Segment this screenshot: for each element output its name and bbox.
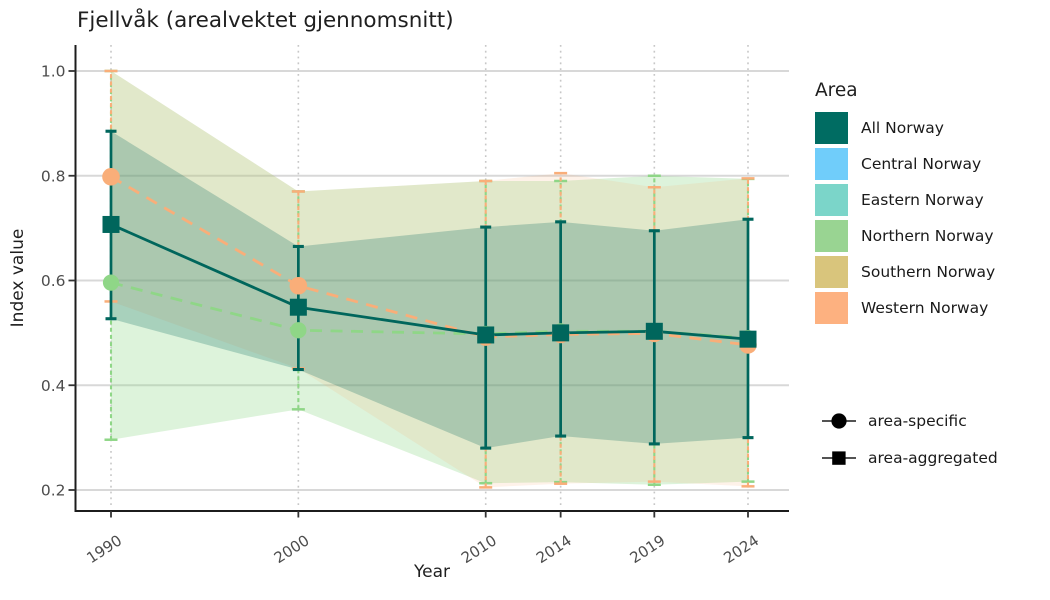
- legend-item-central-norway: Central Norway: [815, 148, 995, 180]
- svg-text:0.2: 0.2: [41, 482, 66, 500]
- square-icon: [822, 451, 856, 465]
- legend-item-eastern-norway: Eastern Norway: [815, 184, 995, 216]
- x-tick-labels: 1990 2000 2010 2014 2019 2024: [83, 531, 762, 567]
- shape-legend-label: area-aggregated: [868, 449, 998, 467]
- svg-text:1990: 1990: [83, 531, 125, 567]
- data-point-square: [289, 298, 307, 316]
- chart-title: Fjellvåk (arealvektet gjennomsnitt): [77, 8, 454, 33]
- series-line-western-norway: [110, 175, 749, 347]
- area-legend-items: All Norway Central Norway Eastern Norway No…: [815, 112, 995, 324]
- legend-label: Central Norway: [861, 155, 982, 173]
- legend-item-southern-norway: Southern Norway: [815, 256, 995, 288]
- y-tick-labels: 0.2 0.4 0.6 0.8 1.0: [41, 63, 66, 500]
- svg-text:2024: 2024: [720, 531, 762, 567]
- ribbon-western-norway: [111, 71, 748, 488]
- legend-item-all-norway: All Norway: [815, 112, 995, 144]
- svg-text:2019: 2019: [627, 531, 669, 567]
- legend-swatch-eastern-norway: [815, 184, 848, 216]
- svg-text:1.0: 1.0: [41, 63, 66, 81]
- data-point-circle: [102, 274, 120, 291]
- svg-text:0.8: 0.8: [41, 167, 66, 185]
- svg-text:0.6: 0.6: [41, 272, 66, 290]
- data-point-square: [102, 215, 120, 233]
- legend-label: Western Norway: [861, 299, 989, 317]
- axes: [74, 45, 789, 512]
- legend-label: Eastern Norway: [861, 191, 984, 209]
- circle-icon: [822, 413, 856, 429]
- legend-item-western-norway: Western Norway: [815, 292, 995, 324]
- legend-swatch-southern-norway: [815, 256, 848, 288]
- svg-text:2000: 2000: [271, 531, 313, 567]
- series-markers-all-norway: [102, 215, 757, 348]
- ribbon-all-norway: [111, 131, 748, 449]
- svg-text:2014: 2014: [533, 531, 575, 567]
- legend-swatch-western-norway: [815, 292, 848, 324]
- data-point-circle: [102, 167, 120, 186]
- series-line-all-norway: [110, 223, 749, 341]
- x-axis-title: Year: [414, 562, 450, 582]
- data-point-square: [739, 330, 757, 348]
- legend-label: Northern Norway: [861, 227, 994, 245]
- legend-label: Southern Norway: [861, 263, 996, 281]
- data-point-square: [477, 326, 495, 344]
- legend-swatch-northern-norway: [815, 220, 848, 252]
- data-point-square: [552, 324, 570, 342]
- tick-marks: [68, 70, 749, 518]
- legend-label: All Norway: [861, 119, 944, 137]
- shape-legend-item-area-aggregated: area-aggregated: [815, 443, 998, 473]
- legend-item-northern-norway: Northern Norway: [815, 220, 995, 252]
- svg-text:2010: 2010: [458, 531, 500, 567]
- data-point-circle: [290, 322, 307, 339]
- shape-legend-label: area-specific: [868, 412, 967, 430]
- legend-swatch-central-norway: [815, 148, 848, 180]
- data-point-circle: [289, 276, 308, 295]
- legend-swatch-all-norway: [815, 112, 848, 144]
- shape-legend: area-specific area-aggregated: [815, 406, 998, 480]
- area-legend: Area All Norway Central Norway Eastern Nor…: [815, 80, 995, 328]
- shape-legend-item-area-specific: area-specific: [815, 406, 998, 436]
- ribbon-northern-norway: [111, 71, 748, 485]
- data-point-square: [645, 322, 663, 340]
- area-legend-title: Area: [815, 80, 858, 101]
- svg-text:0.4: 0.4: [41, 377, 66, 395]
